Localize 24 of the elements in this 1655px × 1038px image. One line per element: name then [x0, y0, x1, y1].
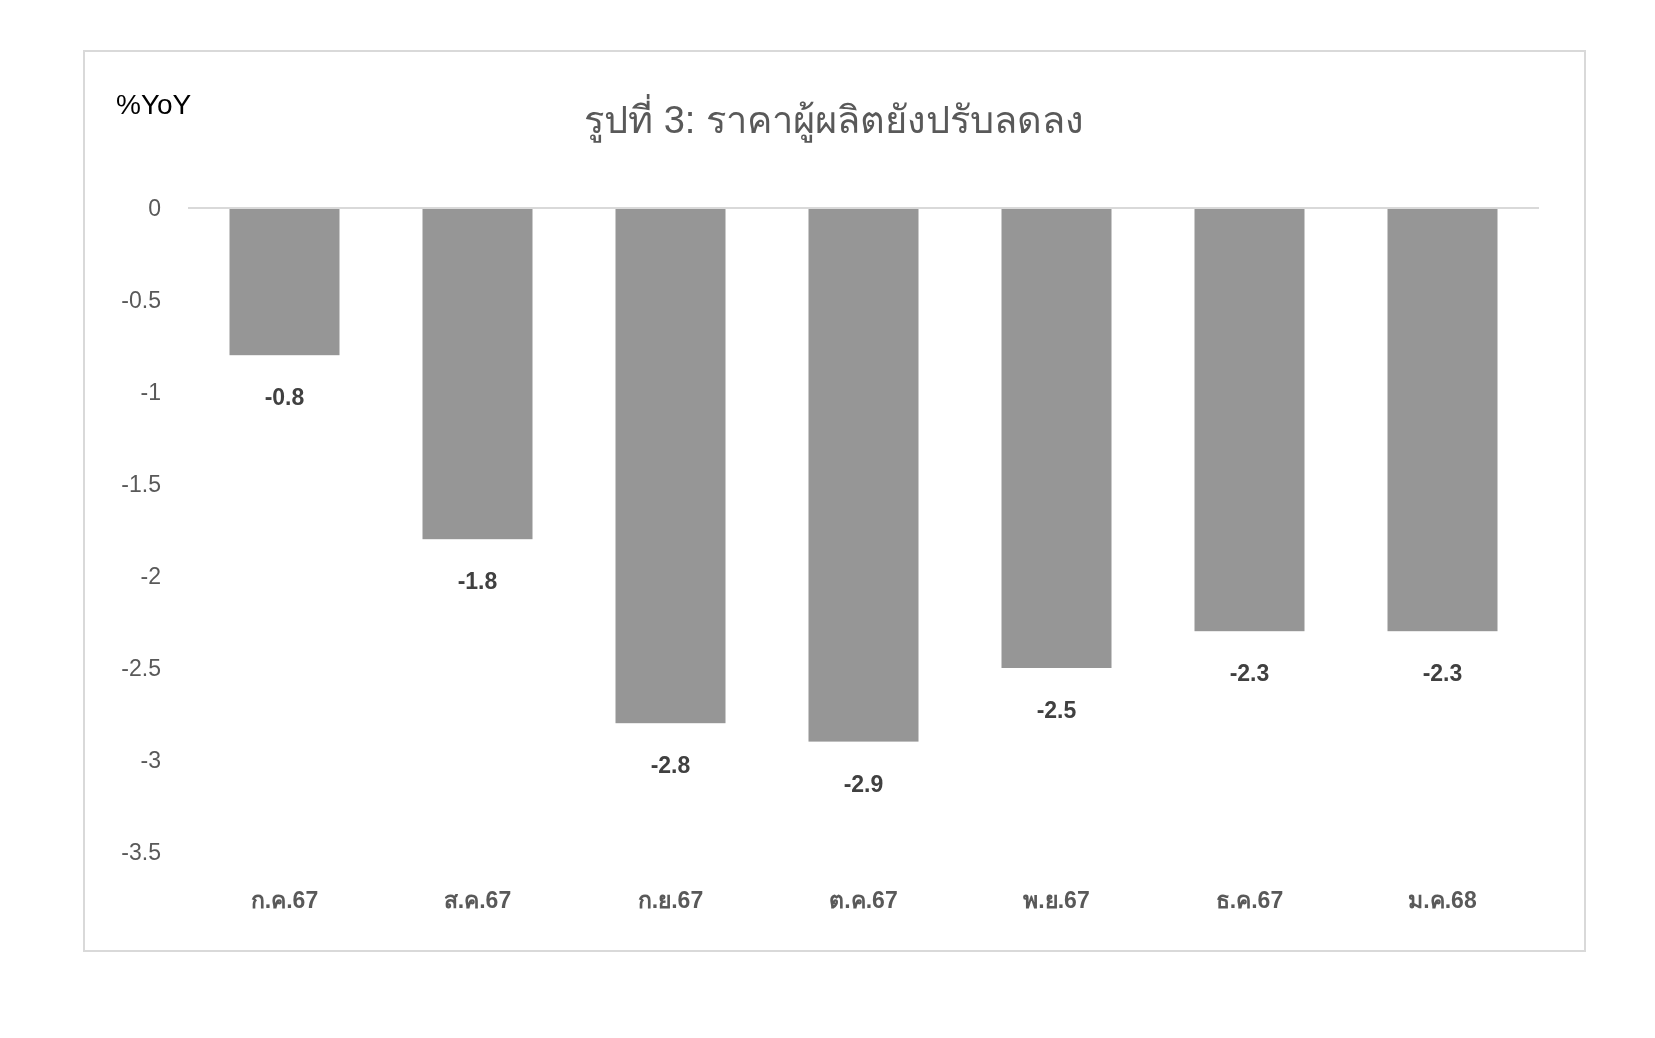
- x-tick-label: ธ.ค.67: [1215, 887, 1284, 913]
- y-tick-label: -3.5: [121, 838, 161, 865]
- data-label: -1.8: [457, 568, 498, 595]
- data-label: -2.3: [1422, 660, 1463, 687]
- x-tick-label: ต.ค.67: [829, 887, 898, 913]
- y-tick-label: -2: [140, 562, 161, 589]
- y-tick-label: -2.5: [121, 654, 161, 681]
- x-tick-label: ม.ค.68: [1408, 887, 1477, 913]
- chart-title: รูปที่ 3: ราคาผู้ผลิตยังปรับลดลง: [584, 94, 1084, 143]
- y-tick-label: -0.5: [121, 286, 161, 313]
- y-axis-title: %YoY: [116, 89, 192, 120]
- data-label: -2.5: [1036, 697, 1077, 723]
- x-tick-label: ส.ค.67: [443, 887, 512, 913]
- x-tick-label: ก.ย.67: [637, 887, 704, 913]
- data-label: -2.8: [650, 752, 691, 779]
- y-tick-label: -1: [140, 378, 161, 405]
- y-tick-label: -3: [140, 746, 161, 773]
- x-tick-label: พ.ย.67: [1023, 887, 1090, 913]
- x-tick-label: ก.ค.67: [250, 887, 319, 913]
- y-tick-label: 0: [148, 194, 161, 221]
- data-label: -0.8: [264, 384, 305, 411]
- y-tick-label: -1.5: [121, 470, 161, 497]
- data-label: -2.9: [843, 770, 884, 797]
- data-label: -2.3: [1229, 660, 1270, 687]
